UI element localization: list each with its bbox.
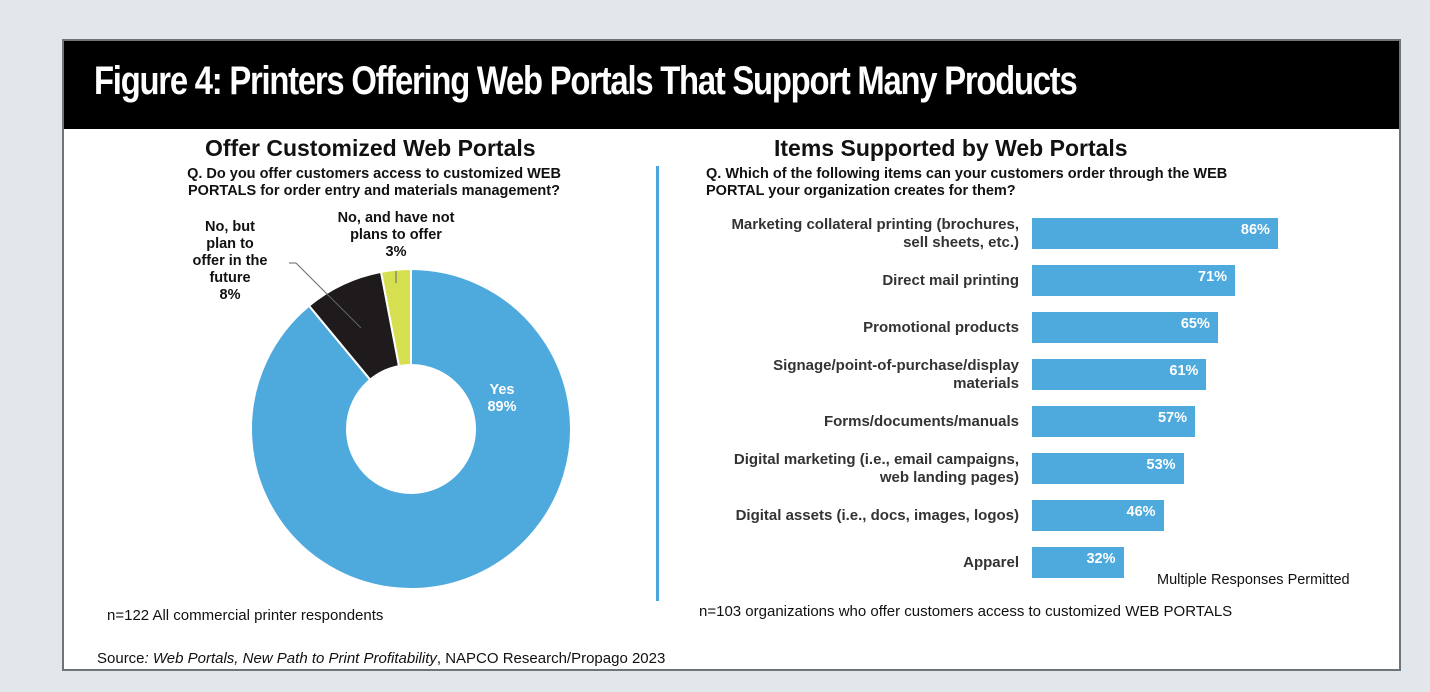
bar-category-label-line: Promotional products bbox=[863, 318, 1019, 336]
bar-category-label-line: Digital marketing (i.e., email campaigns… bbox=[733, 450, 1019, 468]
source-line: Source: Web Portals, New Path to Print P… bbox=[97, 650, 665, 667]
bar-4: 57% bbox=[1032, 406, 1196, 437]
pie-label-yes-value: 89% bbox=[487, 399, 517, 415]
figure-frame: Figure 4: Printers Offering Web Portals … bbox=[62, 39, 1401, 671]
source-title: : Web Portals, New Path to Print Profita… bbox=[144, 650, 437, 667]
bar-chart-title: Items Supported by Web Portals bbox=[774, 135, 1128, 161]
bar-category-label-line: Forms/documents/manuals bbox=[823, 412, 1019, 430]
pie-slice-2 bbox=[379, 267, 412, 368]
figure-title: Figure 4: Printers Offering Web Portals … bbox=[94, 59, 1078, 103]
bar-category-label-line: Marketing collateral printing (brochures… bbox=[731, 215, 1019, 233]
pie-label-yes: Yes 89% bbox=[472, 382, 532, 416]
pie-label-no-plan-line-2: plan to bbox=[206, 236, 254, 252]
pie-label-no-plan-line-4: future bbox=[209, 270, 251, 286]
pie-sample-note: n=122 All commercial printer respondents bbox=[107, 607, 384, 624]
bar-category-label-line: sell sheets, etc.) bbox=[903, 233, 1019, 251]
pie-label-no-never-line-2: plans to offer bbox=[350, 227, 442, 243]
bar-category-label: Direct mail printing bbox=[882, 272, 1019, 290]
bar-value-label: 61% bbox=[1169, 363, 1199, 379]
pie-label-no-plan: No, but plan to offer in the future 8% bbox=[175, 219, 285, 304]
bar-question-line-1: Q. Which of the following items can your… bbox=[706, 166, 1228, 182]
bar-question-line-2: PORTAL your organization creates for the… bbox=[706, 183, 1016, 199]
bar-category-label-line: Direct mail printing bbox=[882, 271, 1019, 289]
bar-0: 86% bbox=[1032, 218, 1278, 249]
panel-divider bbox=[656, 166, 659, 601]
bar-question: Q. Which of the following items can your… bbox=[706, 166, 1356, 200]
pie-question-line-2: PORTALS for order entry and materials ma… bbox=[188, 183, 560, 199]
bar-1: 71% bbox=[1032, 265, 1236, 296]
bar-6: 46% bbox=[1032, 500, 1164, 531]
bar-category-label-line: Apparel bbox=[963, 553, 1019, 571]
bar-category-label: Digital assets (i.e., docs, images, logo… bbox=[736, 507, 1019, 525]
pie-question: Q. Do you offer customers access to cust… bbox=[159, 166, 589, 200]
bar-7: 32% bbox=[1032, 547, 1124, 578]
pie-label-yes-line-1: Yes bbox=[489, 382, 515, 398]
bar-value-label: 53% bbox=[1146, 457, 1176, 473]
bar-category-label-line: Signage/point-of-purchase/display bbox=[773, 356, 1019, 374]
bar-category-label: Forms/documents/manuals bbox=[824, 413, 1019, 431]
pie-label-no-plan-value: 8% bbox=[219, 287, 241, 303]
pie-label-no-never: No, and have not plans to offer 3% bbox=[326, 210, 466, 261]
bar-category-label: Digital marketing (i.e., email campaigns… bbox=[734, 451, 1019, 487]
bar-value-label: 32% bbox=[1086, 551, 1116, 567]
bar-category-label: Promotional products bbox=[863, 319, 1019, 337]
bar-category-label: Signage/point-of-purchase/display materia… bbox=[773, 357, 1019, 393]
pie-chart-title: Offer Customized Web Portals bbox=[205, 135, 536, 161]
pie-label-no-never-line-1: No, and have not bbox=[337, 210, 455, 226]
pie-label-no-plan-line-1: No, but bbox=[205, 219, 255, 235]
bar-value-label: 57% bbox=[1157, 410, 1188, 426]
bar-category-label-line: web landing pages) bbox=[879, 468, 1019, 486]
bar-value-label: 86% bbox=[1240, 222, 1270, 238]
bar-2: 65% bbox=[1032, 312, 1218, 343]
bar-value-label: 71% bbox=[1198, 269, 1228, 285]
source-prefix: Source bbox=[97, 650, 145, 667]
bar-sample-note: n=103 organizations who offer customers … bbox=[699, 603, 1233, 620]
pie-chart bbox=[250, 262, 572, 590]
bar-value-label: 46% bbox=[1126, 504, 1156, 520]
bar-category-label: Marketing collateral printing (brochures… bbox=[731, 216, 1019, 252]
bar-category-label: Apparel bbox=[963, 554, 1019, 572]
pie-question-line-1: Q. Do you offer customers access to cust… bbox=[187, 166, 561, 182]
bar-chart: 86% Marketing collateral printing (brochu… bbox=[64, 41, 1399, 669]
pie-label-no-plan-line-3: offer in the bbox=[192, 253, 268, 269]
source-publisher: , NAPCO Research/Propago 2023 bbox=[436, 650, 666, 667]
figure-banner: Figure 4: Printers Offering Web Portals … bbox=[64, 41, 1399, 129]
multiple-responses-note: Multiple Responses Permitted bbox=[1157, 572, 1350, 588]
pie-slice-0 bbox=[250, 267, 572, 590]
bar-5: 53% bbox=[1032, 453, 1184, 484]
bar-category-label-line: materials bbox=[953, 374, 1019, 392]
pie-leader-line-8pct-diag bbox=[295, 262, 362, 329]
bar-value-label: 65% bbox=[1180, 316, 1210, 332]
pie-label-no-never-value: 3% bbox=[385, 244, 407, 260]
bar-category-label-line: Digital assets (i.e., docs, images, logo… bbox=[735, 506, 1019, 524]
bar-3: 61% bbox=[1032, 359, 1207, 390]
